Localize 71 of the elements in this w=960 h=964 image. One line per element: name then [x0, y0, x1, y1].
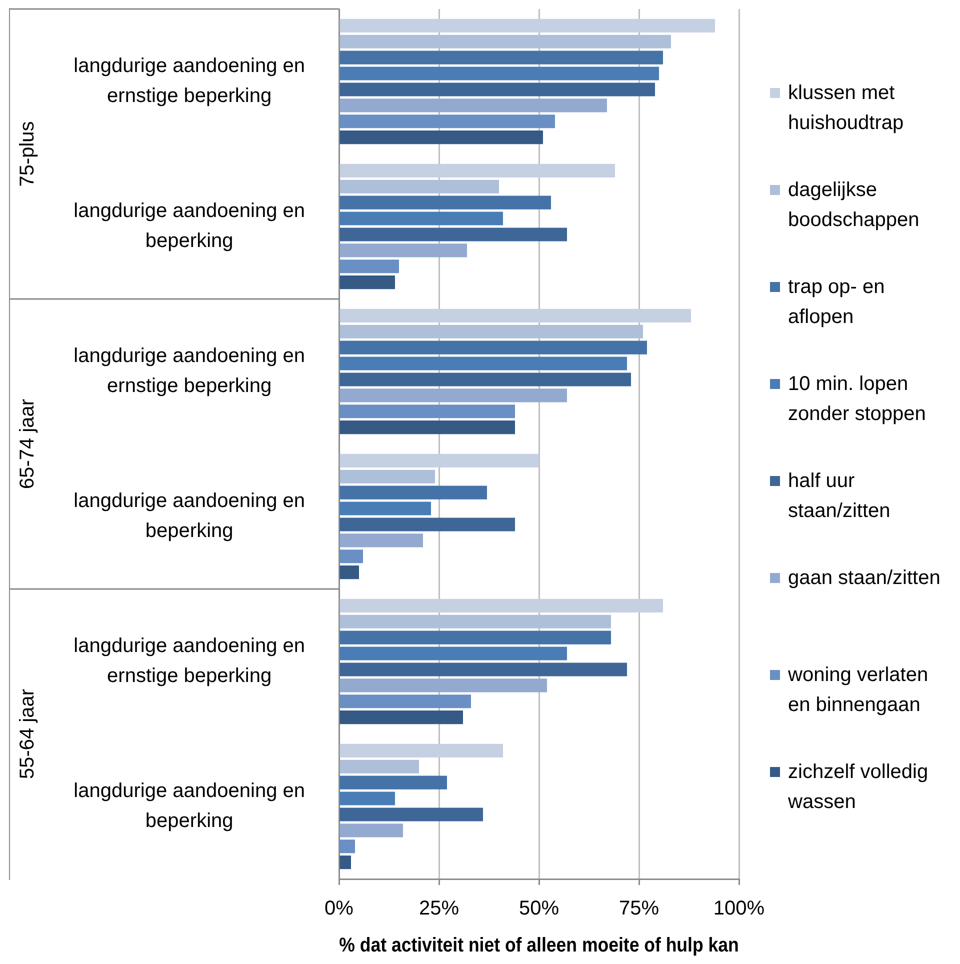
bar: [340, 630, 611, 644]
x-tick-label: 100%: [713, 898, 765, 920]
x-tick-label: 50%: [518, 898, 560, 920]
bar: [340, 566, 359, 580]
legend-label: zichzelf volledig wassen: [788, 760, 930, 815]
bar: [340, 840, 355, 854]
x-tick-label: 25%: [418, 898, 460, 920]
bar: [340, 678, 547, 692]
bar: [340, 388, 567, 402]
bar: [340, 808, 483, 822]
y-tick-label: langdurige aandoening en ernstige beperking: [74, 55, 306, 108]
bar: [340, 244, 467, 258]
legend-label: gaan staan/zitten: [788, 566, 942, 591]
bar: [340, 196, 551, 210]
x-tick-label: 0%: [324, 898, 354, 920]
bar: [340, 356, 627, 370]
bar: [340, 404, 515, 418]
bar: [340, 776, 447, 790]
bar: [340, 614, 611, 628]
legend-label: woning verlaten en binnengaan: [788, 663, 930, 718]
bar: [340, 694, 471, 708]
legend-label: klussen met huishoudtrap: [788, 81, 905, 136]
bar: [340, 260, 399, 274]
legend-label: 10 min. lopen zonder stoppen: [788, 372, 927, 427]
bar: [340, 98, 607, 112]
x-axis-title: % dat activiteit niet of alleen moeite of hulp kan: [339, 934, 739, 957]
bar: [340, 18, 715, 32]
bar: [340, 550, 363, 564]
bar: [340, 646, 567, 660]
bar: [340, 454, 539, 468]
bar: [340, 420, 515, 434]
bar: [340, 502, 431, 516]
bar: [340, 180, 499, 194]
bar: [340, 276, 395, 290]
bar: [340, 662, 627, 676]
y-tick-label: langdurige aandoening en beperking: [74, 490, 306, 542]
y-tick-label: langdurige aandoening en beperking: [74, 200, 306, 252]
bar: [340, 856, 351, 870]
bar: [340, 744, 503, 758]
bar: [340, 50, 663, 64]
bar: [340, 212, 503, 226]
bar: [340, 486, 487, 500]
bar: [340, 66, 659, 80]
text: 75-plus: [16, 121, 39, 187]
bar: [340, 710, 463, 724]
bar: [340, 372, 631, 386]
bar: [340, 518, 515, 532]
legend-label: trap op- en aflopen: [788, 275, 886, 330]
bar: [340, 164, 615, 178]
bar: [340, 792, 395, 806]
bar: [340, 34, 671, 48]
bar: [340, 228, 567, 242]
text: 55-64 jaar: [16, 688, 39, 780]
legend-label: dagelijkse boodschappen: [788, 178, 920, 233]
bar: [340, 82, 655, 96]
x-tick-label: 75%: [618, 898, 660, 920]
bar: [340, 340, 647, 354]
bar: [340, 760, 419, 774]
bar: [340, 598, 663, 612]
y-tick-label: langdurige aandoening en ernstige beperking: [74, 635, 306, 688]
bar: [340, 470, 435, 484]
y-tick-label: langdurige aandoening en beperking: [74, 780, 306, 832]
bar: [340, 534, 423, 548]
bar: [340, 324, 643, 338]
bar: [340, 308, 691, 322]
y-tick-label: langdurige aandoening en ernstige beperking: [74, 345, 306, 398]
bar: [340, 130, 543, 144]
bar: [340, 824, 403, 838]
bar: [340, 114, 555, 128]
text: 65-74 jaar: [16, 398, 39, 490]
legend-label: half uur staan/zitten: [788, 469, 892, 524]
